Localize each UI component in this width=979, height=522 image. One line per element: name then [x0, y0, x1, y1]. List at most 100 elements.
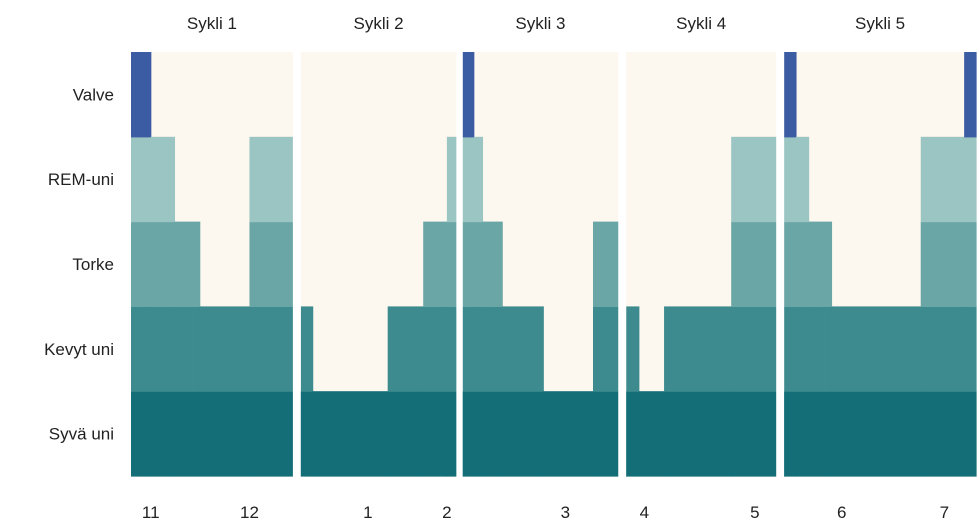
- stage-band-torke: [174, 221, 201, 307]
- stage-band-kevyt-uni: [626, 306, 640, 392]
- stage-band-kevyt-uni: [502, 306, 544, 392]
- stage-band-syva-uni: [795, 391, 810, 477]
- stage-band-syva-uni: [543, 391, 594, 477]
- stage-band-syva-uni: [312, 391, 389, 477]
- cycle-label: Sykli 3: [515, 14, 565, 33]
- stage-band-kevyt-uni: [174, 306, 201, 392]
- stage-band-torke: [131, 221, 152, 307]
- cycle-label: Sykli 1: [187, 14, 237, 33]
- stage-band-rem-uni: [446, 136, 457, 223]
- stage-label-rem-uni: REM-uni: [48, 170, 114, 189]
- stage-band-kevyt-uni: [387, 306, 424, 392]
- stage-band-rem-uni: [731, 136, 777, 223]
- cycle-separator: [292, 50, 301, 478]
- stage-band-syva-uni: [831, 391, 922, 477]
- cycle-label: Sykli 5: [855, 14, 905, 33]
- stage-band-kevyt-uni: [784, 306, 797, 392]
- stage-band-valve: [964, 52, 977, 138]
- stage-band-torke: [446, 221, 457, 307]
- stage-band-kevyt-uni: [592, 306, 619, 392]
- stage-band-syva-uni: [387, 391, 424, 477]
- stage-band-syva-uni: [473, 391, 484, 477]
- stage-band-torke: [964, 221, 977, 307]
- stage-band-rem-uni: [462, 136, 475, 223]
- stage-band-syva-uni: [964, 391, 977, 477]
- stage-band-syva-uni: [638, 391, 665, 477]
- time-tick-label: 6: [837, 503, 846, 522]
- stage-band-kevyt-uni: [199, 306, 251, 392]
- stage-band-syva-uni: [131, 391, 152, 477]
- stage-band-rem-uni: [795, 136, 810, 223]
- stage-band-syva-uni: [592, 391, 619, 477]
- time-tick-label: 7: [940, 503, 949, 522]
- stage-band-syva-uni: [462, 391, 475, 477]
- stage-band-valve: [784, 52, 797, 138]
- stage-band-torke: [731, 221, 777, 307]
- stage-band-torke: [920, 221, 965, 307]
- stage-label-syva-uni: Syvä uni: [49, 425, 114, 444]
- cycle-separator: [456, 50, 463, 478]
- cycle-separators-layer: [292, 50, 785, 478]
- stage-band-valve: [462, 52, 475, 138]
- stage-band-torke: [473, 221, 484, 307]
- labels-layer: Sykli 1 Sykli 2 Sykli 3 Sykli 4 Sykli 5 Valve…: [44, 14, 949, 522]
- stage-band-syva-uni: [920, 391, 965, 477]
- time-tick-label: 3: [561, 503, 570, 522]
- stage-band-kevyt-uni: [795, 306, 810, 392]
- stage-band-syva-uni: [174, 391, 201, 477]
- stage-band-rem-uni: [964, 136, 977, 223]
- stage-band-torke: [150, 221, 176, 307]
- stage-band-syva-uni: [249, 391, 294, 477]
- time-tick-label: 12: [240, 503, 259, 522]
- stage-band-kevyt-uni: [150, 306, 176, 392]
- stage-band-syva-uni: [502, 391, 544, 477]
- stage-band-syva-uni: [626, 391, 640, 477]
- time-tick-label: 2: [442, 503, 451, 522]
- stage-band-syva-uni: [150, 391, 176, 477]
- stage-band-torke: [784, 221, 797, 307]
- stage-band-torke: [592, 221, 619, 307]
- stage-band-rem-uni: [784, 136, 797, 223]
- stage-band-kevyt-uni: [831, 306, 922, 392]
- time-tick-label: 4: [640, 503, 649, 522]
- stage-band-kevyt-uni: [423, 306, 448, 392]
- stage-band-kevyt-uni: [462, 306, 475, 392]
- stage-band-torke: [795, 221, 810, 307]
- stage-band-syva-uni: [300, 391, 314, 477]
- cycle-label: Sykli 4: [676, 14, 726, 33]
- stage-band-syva-uni: [664, 391, 732, 477]
- stage-band-torke: [423, 221, 448, 307]
- stage-band-rem-uni: [131, 136, 152, 223]
- stage-band-valve: [131, 52, 152, 138]
- stage-band-kevyt-uni: [131, 306, 152, 392]
- stage-band-torke: [462, 221, 475, 307]
- stage-label-torke: Torke: [72, 255, 114, 274]
- stage-band-kevyt-uni: [964, 306, 977, 392]
- stage-band-kevyt-uni: [920, 306, 965, 392]
- time-tick-label: 1: [363, 503, 372, 522]
- stage-band-kevyt-uni: [249, 306, 294, 392]
- stage-band-rem-uni: [150, 136, 176, 223]
- stage-band-kevyt-uni: [446, 306, 457, 392]
- stage-band-rem-uni: [249, 136, 294, 223]
- stage-band-rem-uni: [920, 136, 965, 223]
- stage-band-rem-uni: [473, 136, 484, 223]
- cycle-separator: [776, 50, 785, 478]
- time-tick-label: 5: [750, 503, 759, 522]
- stage-band-torke: [808, 221, 833, 307]
- time-tick-label: 11: [142, 503, 160, 522]
- stage-band-kevyt-uni: [482, 306, 503, 392]
- stage-band-torke: [249, 221, 294, 307]
- cycle-separator: [618, 50, 627, 478]
- stage-band-syva-uni: [482, 391, 503, 477]
- stage-label-kevyt-uni: Kevyt uni: [44, 340, 114, 359]
- stage-band-torke: [482, 221, 503, 307]
- stage-band-syva-uni: [784, 391, 797, 477]
- stage-band-kevyt-uni: [473, 306, 484, 392]
- stage-band-syva-uni: [199, 391, 251, 477]
- stage-band-kevyt-uni: [300, 306, 314, 392]
- stage-band-kevyt-uni: [731, 306, 777, 392]
- stage-band-kevyt-uni: [664, 306, 732, 392]
- stage-band-syva-uni: [731, 391, 777, 477]
